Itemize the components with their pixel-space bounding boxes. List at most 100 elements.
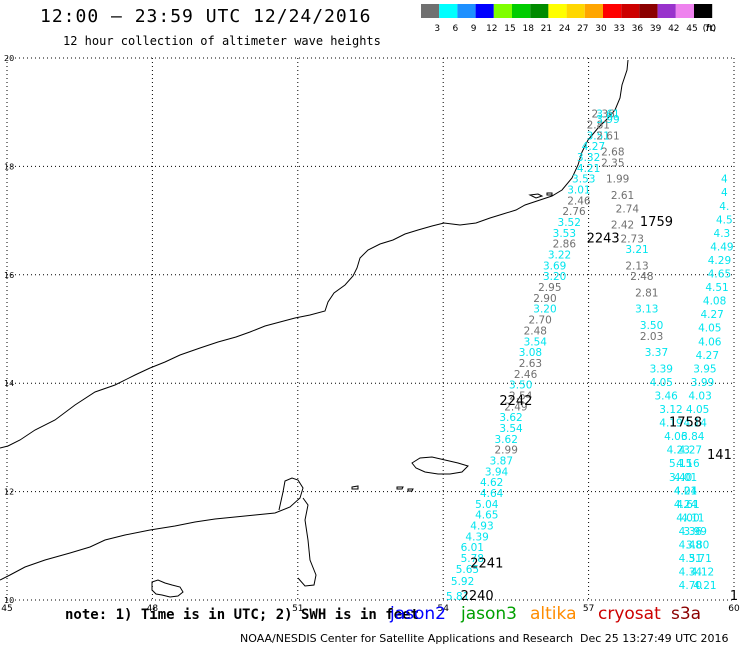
color-bin-label: 30 [595, 24, 607, 34]
wave-height-value: 4.00 [676, 512, 699, 524]
wave-height-value: 4.08 [703, 296, 726, 308]
wave-height-value: 2.13 [625, 260, 648, 272]
wave-height-value: 2.81 [635, 287, 658, 299]
color-bin-label: 36 [632, 24, 644, 34]
wave-height-value: 4.27 [679, 445, 702, 457]
wave-height-value: 4.93 [470, 521, 493, 533]
wave-height-value: 2.70 [528, 315, 551, 327]
pass-number: 1758 [669, 416, 702, 431]
wave-height-value: 4.05 [650, 377, 673, 389]
wave-height-value: 4.36 [679, 526, 703, 538]
wave-height-value: 4. [719, 201, 729, 213]
wave-height-value: 3.20 [533, 304, 556, 316]
wave-height-value: 4.05 [686, 404, 709, 416]
wave-height-value: 4.01 [674, 485, 697, 497]
color-bin-label: 21 [541, 24, 552, 34]
wave-height-value: 3.50 [509, 380, 532, 392]
wave-height-value: 5.04 [475, 499, 499, 511]
wave-height-value: 4.27 [582, 141, 605, 153]
longitude-tick-label: 54 [437, 604, 449, 614]
color-bin-label: 9 [471, 24, 477, 34]
latitude-tick-label: 16 [4, 271, 14, 280]
pass-number-labels: 2243 2242 2241 2240 1759 1758 141 1 [461, 215, 739, 604]
wave-height-value: 4.34 [679, 567, 703, 579]
longitude-tick-label: 45 [1, 604, 12, 614]
wave-height-value: 4.27 [696, 350, 719, 362]
wave-height-value: 2.61 [611, 190, 634, 202]
wave-height-value: 4.24 [674, 485, 698, 497]
pass-number: 2243 [587, 231, 620, 246]
color-unit-label: (ft) [703, 24, 717, 34]
wave-height-value: 3.22 [548, 250, 571, 262]
wave-height-value: 2.61 [596, 130, 619, 142]
island-socotra [411, 456, 469, 475]
color-bin [657, 4, 676, 18]
wave-height-value: 3.37 [645, 347, 668, 359]
island-kuria [528, 192, 553, 199]
wave-height-value: 3.53 [553, 228, 576, 240]
wave-height-value: 4.3 [714, 228, 731, 240]
satellite-legend-altika: altika [530, 604, 577, 624]
color-bin [530, 4, 549, 18]
wave-height-value: 3.61 [596, 109, 619, 121]
coastline [0, 59, 629, 598]
generated-timestamp: Dec 25 13:27:49 UTC 2016 [580, 632, 729, 645]
wave-height-value: 3.99 [691, 377, 714, 389]
color-bin [548, 4, 567, 18]
wave-height-value: 2.46 [514, 369, 538, 381]
wave-height-value: 2.73 [621, 233, 644, 245]
color-bin-label: 3 [434, 24, 440, 34]
wave-height-value: 3.39 [650, 363, 673, 375]
wave-height-value: 2.90 [533, 293, 556, 305]
wave-height-value: 3.54 [524, 336, 548, 348]
wave-height-value: 3.84 [681, 431, 705, 443]
wave-height-value: 3.99 [596, 114, 619, 126]
wave-height-value: 4 [721, 174, 728, 186]
color-bin [457, 4, 476, 18]
wave-height-readings: 5.815.925.655.786.014.394.934.655.044.64… [446, 109, 734, 603]
color-bin [493, 4, 512, 18]
wave-height-value: 3.94 [485, 466, 509, 478]
wave-height-value: 3.62 [499, 412, 522, 424]
wave-height-value: 4.65 [475, 510, 498, 522]
latitude-tick-label: 12 [4, 488, 14, 497]
island-small-1 [351, 485, 359, 490]
wave-height-value: 5.78 [461, 553, 484, 565]
wave-height-value: 2.63 [519, 358, 542, 370]
units-note: note: 1) Time is in UTC; 2) SWH is in fe… [65, 607, 420, 623]
color-bin-label: 15 [504, 24, 515, 34]
latitude-tick-label: 20 [4, 54, 14, 63]
wave-height-value: 5.65 [456, 564, 479, 576]
wave-height-value: 3.12 [659, 404, 682, 416]
color-bin [694, 4, 713, 18]
pass-number: 141 [707, 448, 732, 463]
wave-height-value: 3.71 [688, 553, 711, 565]
color-bin-label: 33 [613, 24, 624, 34]
wave-height-value: 3.80 [686, 540, 709, 552]
wave-height-value: 2.76 [562, 206, 586, 218]
wave-height-value: 4.62 [480, 477, 503, 489]
wave-height-value: 5.15 [669, 458, 692, 470]
latitude-tick-label: 10 [4, 596, 14, 605]
wave-height-value: 4.05 [698, 323, 721, 335]
color-bin [584, 4, 603, 18]
color-bin-label: 24 [559, 24, 571, 34]
wave-height-value: 3.40 [669, 472, 692, 484]
wave-height-value: 4.21 [577, 163, 600, 175]
color-bin [621, 4, 640, 18]
wave-height-value: 2.74 [616, 203, 640, 215]
wave-height-value: 2.42 [611, 220, 634, 232]
color-bin [512, 4, 531, 18]
wave-height-value: 4.16 [676, 458, 700, 470]
wave-height-value: 4.14 [684, 418, 708, 430]
wave-height-value: 3.08 [519, 347, 542, 359]
wave-height-value: 3.01 [567, 185, 590, 197]
island-small-3 [407, 488, 414, 492]
wave-height-value: 4.48 [679, 540, 702, 552]
wave-height-value: 2.68 [601, 147, 624, 159]
longitude-tick-label: 57 [583, 604, 594, 614]
wave-height-value: 4.06 [664, 431, 688, 443]
wave-height-value: 3.20 [543, 271, 566, 283]
wave-height-value: 2.36 [591, 109, 615, 121]
color-bin [475, 4, 494, 18]
